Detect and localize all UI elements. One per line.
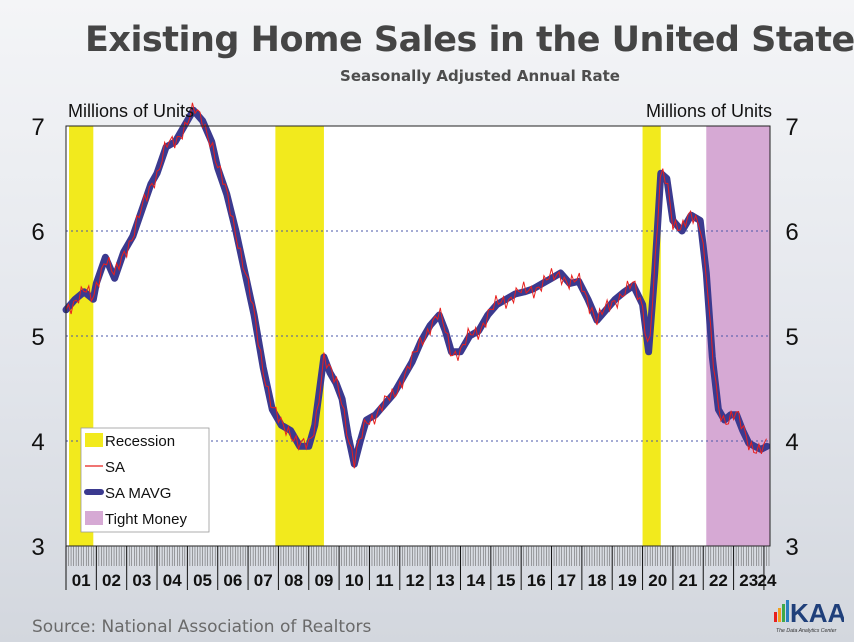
chart-subtitle: Seasonally Adjusted Annual Rate — [340, 67, 620, 85]
x-tick-label-16: 16 — [527, 571, 546, 590]
y-tick-left-7: 7 — [31, 114, 44, 141]
logo-bar-1 — [774, 612, 777, 622]
y-tick-right-5: 5 — [785, 324, 798, 351]
x-tick-label-01: 01 — [72, 571, 91, 590]
x-tick-label-02: 02 — [102, 571, 121, 590]
x-tick-label-11: 11 — [376, 571, 394, 590]
x-tick-label-06: 06 — [223, 571, 242, 590]
legend-swatch-0 — [85, 433, 103, 447]
x-tick-label-19: 19 — [618, 571, 637, 590]
x-tick-label-10: 10 — [345, 571, 364, 590]
logo-tagline: The Data Analytics Center — [776, 628, 837, 634]
legend-label-1: SA — [105, 459, 125, 476]
y-tick-left-3: 3 — [31, 534, 44, 561]
logo-bar-2 — [778, 608, 781, 622]
y-axis-label-right: Millions of Units — [646, 101, 772, 121]
x-axis: 01 02 03 04 05 06 07 08 09 10 11 12 13 14 15 16 17 18 19 20… — [65, 546, 777, 590]
x-tick-label-14: 14 — [466, 571, 485, 590]
legend-swatch-3 — [85, 511, 103, 525]
x-tick-label-12: 12 — [406, 571, 425, 590]
x-tick-label-05: 05 — [193, 571, 212, 590]
series-lines — [62, 102, 771, 469]
legend: Recession SA SA MAVG Tight Money — [80, 427, 210, 533]
x-tick-label-04: 04 — [163, 571, 182, 590]
x-tick-label-20: 20 — [648, 571, 667, 590]
chart-title: Existing Home Sales in the United States — [84, 20, 854, 60]
y-tick-right-4: 4 — [785, 429, 798, 456]
x-tick-label-18: 18 — [588, 571, 607, 590]
y-tick-left-6: 6 — [31, 219, 44, 246]
x-tick-label-23: 23 — [739, 571, 758, 590]
x-tick-label-24: 24 — [758, 571, 777, 590]
x-tick-label-08: 08 — [284, 571, 303, 590]
x-tick-label-22: 22 — [709, 571, 728, 590]
kaa-logo: KAA The Data Analytics Center — [774, 598, 844, 634]
plot-frame — [65, 125, 771, 547]
legend-label-0: Recession — [105, 433, 175, 450]
recession-band-1 — [275, 126, 324, 546]
x-tick-label-07: 07 — [254, 571, 273, 590]
source-note: Source: National Association of Realtors — [32, 617, 372, 637]
y-axis: 3 3 4 4 5 5 6 6 7 7 Millions of Units Millions of U… — [31, 101, 798, 561]
logo-bar-3 — [782, 604, 785, 622]
x-tick-label-03: 03 — [132, 571, 151, 590]
x-tick-label-13: 13 — [436, 571, 455, 590]
logo-text: KAA — [790, 598, 844, 628]
y-tick-left-4: 4 — [31, 429, 44, 456]
y-tick-right-7: 7 — [785, 114, 798, 141]
x-tick-label-09: 09 — [314, 571, 333, 590]
y-tick-left-5: 5 — [31, 324, 44, 351]
x-tick-label-15: 15 — [497, 571, 516, 590]
legend-label-2: SA MAVG — [105, 485, 171, 502]
x-tick-label-17: 17 — [557, 571, 576, 590]
y-axis-label-left: Millions of Units — [68, 101, 194, 121]
tight-money-band-3 — [706, 126, 770, 546]
logo-bar-4 — [786, 600, 789, 622]
series-line-sa — [65, 102, 767, 469]
x-tick-label-21: 21 — [679, 571, 698, 590]
y-tick-right-3: 3 — [785, 534, 798, 561]
legend-label-3: Tight Money — [105, 511, 187, 528]
y-tick-right-6: 6 — [785, 219, 798, 246]
